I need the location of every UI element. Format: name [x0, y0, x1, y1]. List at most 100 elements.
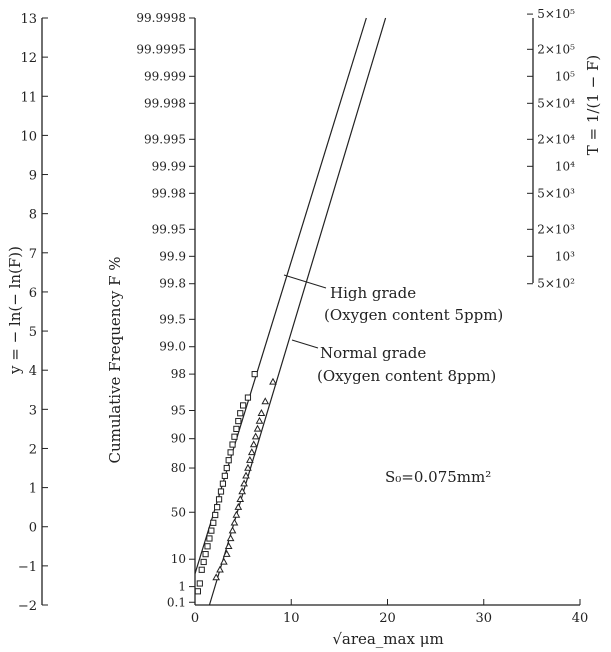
high-grade-point — [194, 588, 201, 595]
f-tick-label: 99.995 — [144, 132, 186, 146]
high-grade-leader — [283, 274, 327, 289]
normal-grade-point — [234, 502, 243, 510]
f-tick-label: 99.99 — [152, 159, 186, 173]
f-tick-label: 99.5 — [159, 312, 186, 326]
high-grade-point — [200, 558, 207, 566]
high-grade-point — [223, 464, 230, 472]
normal-grade-point — [224, 542, 233, 549]
f-tick-label: 99.999 — [144, 69, 186, 83]
high-grade-point — [240, 402, 247, 409]
high-grade-point — [225, 457, 232, 464]
high-grade-point — [235, 417, 242, 425]
normal-grade-point — [255, 416, 264, 424]
f-ticks: 0.11 10 50 80 90 95 98 99.0 99.5 99.8 99.9 99.95 99.… — [136, 11, 195, 609]
x-tick-label: 40 — [572, 611, 589, 626]
normal-grade-point — [220, 557, 228, 565]
normal-grade-point — [246, 455, 254, 463]
x-tick-label: 30 — [475, 611, 492, 626]
x-tick-label: 20 — [379, 611, 396, 626]
t-tick-label: 10⁴ — [555, 159, 575, 173]
normal-grade-point — [230, 518, 239, 526]
normal-grade-point — [222, 549, 231, 557]
x-tick-label: 10 — [283, 611, 300, 626]
normal-grade-point — [228, 526, 237, 534]
normal-grade-point — [212, 573, 221, 581]
t-tick-label: 2×10³ — [537, 222, 575, 236]
normal-grade-point — [232, 510, 241, 518]
s0-annotation: S₀=0.075mm² — [385, 468, 491, 486]
t-tick-label: 5×10² — [537, 277, 575, 291]
x-tick-label: 0 — [191, 611, 199, 626]
y-axis-label: y = − ln(− ln(F)) — [6, 246, 24, 375]
f-tick-label: 80 — [171, 461, 186, 475]
y-tick-label: 6 — [29, 286, 37, 301]
f-tick-label: 90 — [171, 432, 186, 446]
y-tick-label: 5 — [29, 325, 37, 340]
normal-grade-point — [236, 495, 245, 503]
t-ticks: 5×10² 10³ 2×10³ 5×10³ 10⁴ 2×10⁴ 5×10⁴ 10⁵ 2×10⁵ 5… — [527, 7, 575, 291]
high-grade-point — [206, 535, 213, 542]
high-grade-point — [210, 519, 217, 526]
high-grade-point — [229, 441, 236, 448]
high-grade-point — [212, 511, 219, 519]
t-tick-label: 2×10⁵ — [537, 42, 575, 56]
high-grade-point — [237, 410, 244, 417]
normal-grade-point — [247, 448, 256, 456]
high-grade-point — [214, 504, 221, 511]
normal-grade-point — [257, 409, 266, 416]
f-tick-label: 99.98 — [152, 186, 186, 200]
y-tick-label: 4 — [29, 364, 37, 379]
normal-grade-leader — [291, 339, 319, 349]
high-grade-point — [217, 488, 225, 495]
normal-grade-note: (Oxygen content 8ppm) — [317, 367, 496, 385]
f-tick-label: 10 — [171, 552, 186, 566]
high-grade-point — [221, 472, 228, 479]
high-grade-point — [196, 580, 203, 587]
f-tick-label: 99.998 — [144, 96, 186, 110]
y-tick-label: 3 — [29, 403, 37, 418]
t-tick-label: 10³ — [555, 249, 575, 263]
y-tick-label: 0 — [29, 521, 37, 536]
y-tick-label: 1 — [29, 482, 37, 497]
high-grade-point — [202, 551, 209, 558]
f-tick-label: 99.95 — [152, 222, 186, 236]
f-tick-label: 99.8 — [159, 277, 186, 291]
y-tick-label: 2 — [29, 442, 37, 457]
normal-grade-label: Normal grade — [320, 344, 426, 362]
normal-grade-point — [242, 471, 250, 479]
normal-grade-point — [226, 534, 235, 542]
y-tick-label: −2 — [18, 599, 37, 614]
y-tick-label: 11 — [20, 90, 37, 105]
y-tick-label: 12 — [20, 51, 37, 66]
t-tick-label: 5×10⁴ — [537, 96, 575, 110]
y-tick-label: 13 — [20, 12, 37, 27]
normal-grade-point — [253, 424, 262, 432]
normal-grade-point — [251, 432, 260, 440]
normal-grade-point — [269, 377, 277, 385]
normal-grade-point — [249, 440, 258, 448]
f-tick-label: 95 — [171, 404, 186, 418]
data-points — [194, 371, 277, 595]
high-grade-point — [231, 433, 238, 440]
y-tick-label: 8 — [29, 208, 37, 223]
f-tick-label: 50 — [171, 505, 186, 519]
t-tick-label: 2×10⁴ — [537, 132, 575, 146]
high-grade-point — [233, 425, 240, 432]
f-axis-label: Cumulative Frequency F % — [106, 256, 124, 463]
f-tick-label: 1 — [178, 580, 186, 594]
x-axis-label: √area_max μm — [332, 630, 443, 648]
x-ticks: 0 10 20 30 40 — [191, 599, 588, 626]
normal-grade-point — [261, 397, 270, 405]
t-tick-label: 10⁵ — [555, 69, 575, 83]
t-tick-label: 5×10⁵ — [537, 7, 575, 21]
high-grade-point — [244, 394, 252, 401]
t-tick-label: 5×10³ — [537, 186, 575, 200]
normal-grade-point — [244, 463, 252, 471]
high-grade-point — [215, 496, 223, 503]
normal-grade-point — [238, 487, 247, 495]
high-grade-point — [227, 449, 234, 456]
high-grade-point — [204, 543, 211, 550]
y-tick-label: 9 — [29, 169, 37, 184]
